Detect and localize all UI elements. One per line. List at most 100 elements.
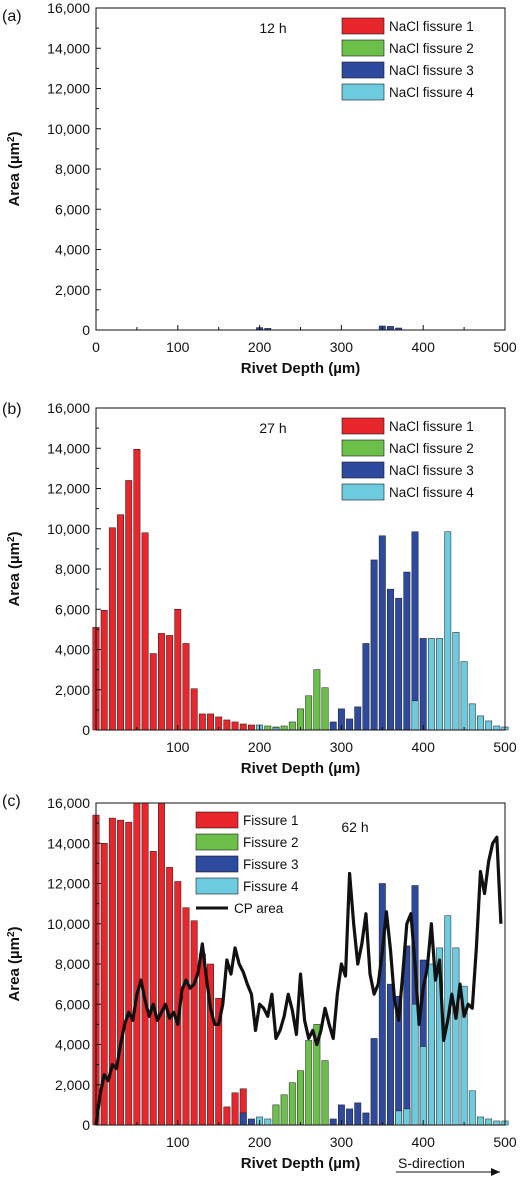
bar-3-340 [370,559,378,731]
y-tick-label: 2,000 [55,1077,90,1093]
bar-3-180 [239,1112,247,1126]
bar-4-440 [452,947,460,1126]
bar-3-320 [354,706,362,731]
bar-2-260 [305,1040,313,1126]
bar-4-480 [485,1118,493,1126]
x-tick-label: 100 [166,1134,190,1150]
bar-2-240 [288,1082,296,1126]
y-tick-label: 12,000 [47,81,90,97]
y-tick-label: 14,000 [47,440,90,456]
y-tick-label: 4,000 [55,1037,90,1053]
bar-1-80 [158,633,165,731]
bar-4-400 [419,1046,427,1126]
bar-2-250 [297,1070,304,1126]
x-tick-label: 0 [92,339,100,355]
legend-label-1: NaCl fissure 1 [389,19,474,34]
y-tick-label: 6,000 [55,996,90,1012]
bar-2-230 [280,1094,288,1126]
bar-1-180 [239,723,247,731]
y-tick-label: 4,000 [55,242,90,258]
bar-1-20 [108,527,116,731]
chart-panel-3: (c) 0 2,000 4,000 6,000 8,000 10,000 12,000 14,0… [2,793,517,1176]
bar-3-330 [362,1112,370,1126]
bar-3-310 [346,1108,354,1126]
bar-1-40 [125,821,133,1126]
bar-2-260 [305,695,313,731]
bar-4-380 [403,1108,411,1126]
y-tick-label: 2,000 [55,282,90,298]
plot-frame [95,7,506,331]
panel-label: (c) [2,793,21,810]
x-tick-label: 500 [493,1134,517,1150]
x-tick-label: 100 [166,739,190,755]
bar-4-490 [493,725,501,731]
legend-swatch-3 [195,855,239,873]
bar-4-460 [468,1090,476,1126]
cp-area-line [94,835,503,1126]
time-annotation: 12 h [259,20,286,36]
legend-swatch-3 [341,61,385,79]
bar-3-400 [419,638,427,731]
y-tick-label: 10,000 [47,121,90,137]
time-annotation: 27 h [259,420,286,436]
bar-3-290 [329,721,337,731]
legend-label-3: NaCl fissure 3 [389,463,474,478]
bar-1-30 [117,514,124,731]
chart-panel-1: (a) 0 2,000 4,000 6,000 8,000 10,000 12,000 14,0… [2,0,517,377]
bar-1-100 [174,609,182,731]
legend-label-1: NaCl fissure 1 [389,419,474,434]
bar-3-370 [395,597,403,731]
bar-4-390 [411,700,419,731]
bar-1-140 [207,713,214,731]
bar-2-280 [321,687,329,731]
legend-label-5: CP area [234,901,284,916]
legend: NaCl fissure 1 NaCl fissure 2 NaCl fissure… [341,17,474,101]
legend-swatch-2 [341,39,385,57]
bar-3-390 [411,531,419,731]
legend-label-4: NaCl fissure 4 [389,485,474,500]
bar-3-380 [403,571,411,731]
x-axis-label: Rivet Depth (µm) [241,360,360,377]
bar-3-380 [403,945,411,1126]
y-tick-label: 12,000 [47,481,90,497]
panel-label: (b) [2,401,22,418]
y-tick-label: 6,000 [55,201,90,217]
legend-swatch-1 [341,417,385,435]
y-tick-label: 0 [82,1117,90,1133]
bar-1-90 [166,635,174,731]
bar-1-60 [141,802,149,1126]
panel-label: (a) [2,8,22,25]
y-tick-label: 16,000 [47,0,90,16]
bar-1-10 [100,610,108,731]
bar-1-170 [231,721,239,731]
bar-2-230 [280,725,288,731]
x-tick-label: 100 [166,339,190,355]
plot-frame [95,407,506,731]
bar-1-160 [223,719,231,731]
legend-label-2: NaCl fissure 2 [389,441,474,456]
legend-swatch-1 [195,811,239,829]
bar-3-190 [247,1118,255,1126]
x-tick-label: 200 [248,739,272,755]
chart-panel-2: (b) 0 2,000 4,000 6,000 8,000 10,000 12,000 14,0… [2,400,517,777]
x-tick-label: 500 [493,739,517,755]
bar-4-480 [485,720,493,731]
x-tick-label: 200 [248,339,272,355]
x-tick-label: 400 [412,1134,436,1150]
time-annotation: 62 h [341,819,368,835]
legend-label-3: NaCl fissure 3 [389,63,474,78]
y-tick-label: 14,000 [47,835,90,851]
bar-4-370 [395,1110,403,1126]
bar-4-470 [477,1116,484,1126]
y-tick-label: 6,000 [55,601,90,617]
bar-1-120 [190,920,198,1126]
bar-1-60 [141,532,149,731]
bar-4-210 [264,1118,272,1126]
bar-2-220 [272,1104,280,1126]
y-tick-label: 10,000 [47,521,90,537]
legend-label-2: Fissure 2 [243,835,299,850]
bar-3-340 [370,1038,378,1126]
bar-1-50 [133,449,141,731]
x-tick-label: 400 [412,339,436,355]
